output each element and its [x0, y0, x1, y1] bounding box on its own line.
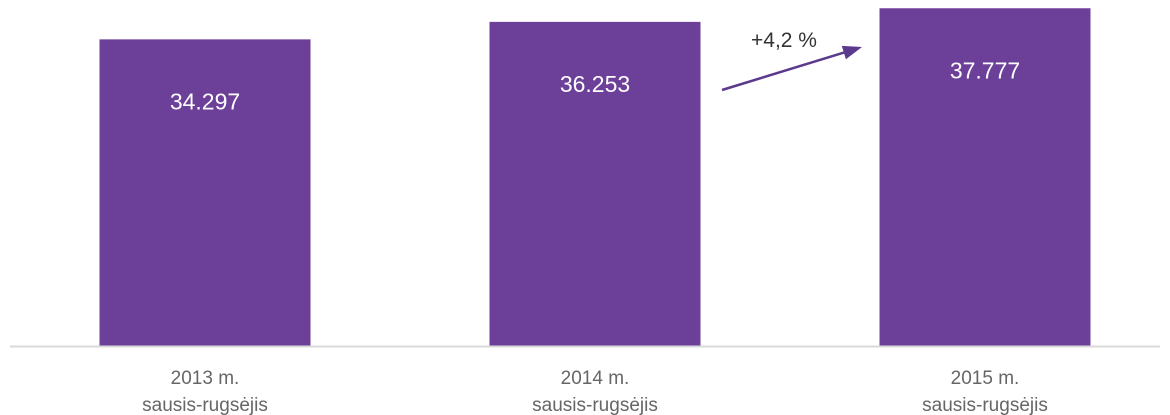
category-label-1-line-1: 2013 m.	[171, 368, 240, 389]
category-labels-group: 2013 m. sausis-rugsėjis 2014 m. sausis-rugs…	[142, 368, 1048, 415]
growth-arrow-line	[721, 50, 849, 92]
bar-value-label-2: 36.253	[560, 71, 630, 97]
bars-group: 34.297 36.253 37.777	[99, 8, 1091, 347]
category-label-1-line-2: sausis-rugsėjis	[142, 395, 268, 415]
bar-2	[489, 21, 701, 347]
bar-value-label-3: 37.777	[950, 57, 1020, 83]
category-label-3-line-1: 2015 m.	[951, 368, 1020, 389]
category-label-3-line-2: sausis-rugsėjis	[922, 395, 1048, 415]
bar-3	[879, 8, 1091, 347]
category-label-2-line-1: 2014 m.	[561, 368, 630, 389]
bar-value-label-1: 34.297	[170, 88, 240, 114]
arrowhead-icon	[841, 45, 862, 60]
growth-annotation: +4,2 %	[721, 29, 862, 92]
growth-annotation-label: +4,2 %	[751, 29, 817, 52]
category-label-2-line-2: sausis-rugsėjis	[532, 395, 658, 415]
bar-1	[99, 39, 311, 346]
